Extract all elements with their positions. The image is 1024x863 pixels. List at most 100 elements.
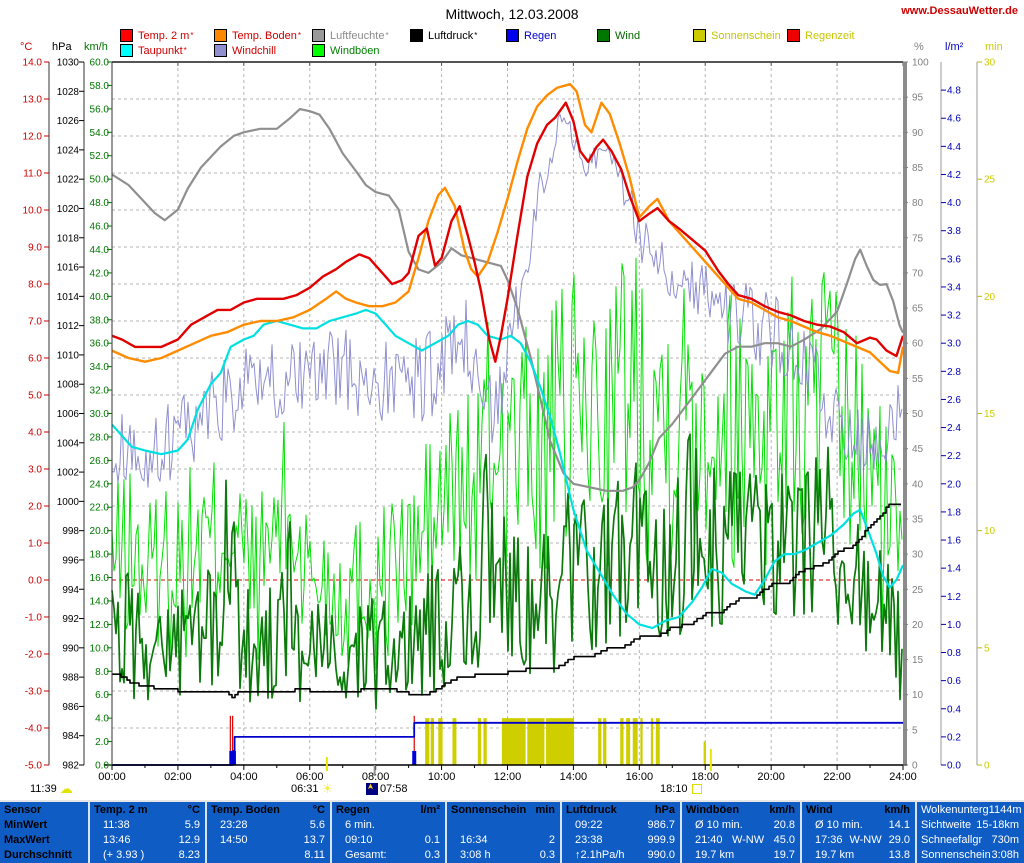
x-tick-label: 14:00 bbox=[560, 771, 588, 783]
cell-left-value: 3:08 h bbox=[460, 849, 491, 862]
cell-left-value: 16:34 bbox=[460, 834, 488, 847]
tempC-tick-label: 10.0 bbox=[23, 206, 43, 217]
sunshine-bar bbox=[546, 718, 575, 765]
pct-tick-label: 25 bbox=[912, 585, 924, 596]
plot-time-label: 11:39 bbox=[30, 783, 57, 795]
pct-tick-label: 40 bbox=[912, 479, 924, 490]
x-tick-label: 12:00 bbox=[494, 771, 522, 783]
tempC-tick-label: 3.0 bbox=[28, 465, 42, 476]
table-cell: 23:38 999.9 bbox=[562, 833, 680, 848]
legend-swatch-icon bbox=[312, 29, 325, 42]
column-header: Sonnenschein min bbox=[447, 802, 560, 817]
pct-tick-label: 5 bbox=[912, 725, 918, 736]
tempC-tick-label: 5.0 bbox=[28, 391, 42, 402]
pct-tick-label: 70 bbox=[912, 268, 924, 279]
tempC-tick-label: 0.0 bbox=[28, 576, 42, 587]
sensor-column-temp-boden: Temp. Boden °C 23:28 5.6 14:50 13.7 8.11 bbox=[205, 802, 330, 863]
legend-swatch-icon bbox=[120, 44, 133, 57]
x-tick-label: 22:00 bbox=[823, 771, 851, 783]
kmh-tick-label: 26.0 bbox=[90, 456, 110, 467]
table-cell: 23:28 5.6 bbox=[207, 817, 330, 832]
tempC-tick-label: -3.0 bbox=[25, 687, 43, 698]
pct-tick-label: 75 bbox=[912, 233, 924, 244]
row-label-text: Durchschnitt bbox=[4, 849, 72, 862]
series-windchill bbox=[111, 113, 903, 488]
cell-left-value: Ø 10 min. bbox=[815, 818, 863, 831]
cell-left-value: 21:40 bbox=[695, 834, 723, 847]
row-label: Durchschnitt bbox=[0, 848, 88, 863]
series-luftdruck bbox=[112, 503, 901, 699]
legend-item-sonnenschein: Sonnenschein bbox=[693, 29, 781, 42]
lm2-tick-label: 3.8 bbox=[947, 226, 961, 237]
table-cell: 11:38 5.9 bbox=[90, 817, 205, 832]
sensor-unit: km/h bbox=[769, 803, 795, 816]
sensor-name: Temp. 2 m bbox=[94, 803, 148, 816]
cell-right-value: 0.1 bbox=[424, 834, 440, 847]
cell-right-value: 13.7 bbox=[303, 834, 325, 847]
sensor-unit: hPa bbox=[654, 803, 675, 816]
x-tick-label: 16:00 bbox=[626, 771, 654, 783]
tempC-tick-label: -2.0 bbox=[25, 650, 43, 661]
cell-right-value: 13.8 bbox=[888, 849, 910, 862]
cell-right-value: 19.7 bbox=[773, 849, 795, 862]
hPa-tick-label: 986 bbox=[62, 702, 79, 713]
info-value: 15-18km bbox=[976, 818, 1019, 831]
sensor-unit: min bbox=[535, 803, 555, 816]
sunshine-bar bbox=[430, 718, 435, 765]
stats-table: Sensor MinWert MaxWert Durchschnitt Temp. 2 … bbox=[0, 800, 1024, 863]
legend-item-luftdruck: Luftdruck * bbox=[410, 29, 477, 42]
row-label: MaxWert bbox=[0, 833, 88, 848]
moon-icon bbox=[366, 783, 378, 795]
pct-tick-label: 80 bbox=[912, 198, 924, 209]
cell-right-value: 990.0 bbox=[647, 849, 675, 862]
cell-left-value: 23:28 bbox=[220, 818, 248, 831]
cell-right-value: 2 bbox=[548, 834, 555, 847]
lm2-tick-label: 1.6 bbox=[947, 536, 961, 547]
sunshine-bar bbox=[425, 718, 430, 765]
lm2-tick-label: 4.4 bbox=[947, 142, 961, 153]
row-label-column: Sensor MinWert MaxWert Durchschnitt bbox=[0, 802, 88, 863]
x-tick-label: 08:00 bbox=[362, 771, 390, 783]
lm2-tick-label: 4.6 bbox=[947, 114, 961, 125]
x-tick-label: 06:00 bbox=[296, 771, 324, 783]
legend-label: Sonnenschein bbox=[711, 29, 781, 42]
sunshine-bar bbox=[527, 718, 545, 765]
pct-tick-label: 65 bbox=[912, 304, 924, 315]
pct-tick-label: 50 bbox=[912, 409, 924, 420]
cell-left-value: 09:22 bbox=[575, 818, 603, 831]
lm2-tick-label: 3.0 bbox=[947, 339, 961, 350]
legend-item-temp-boden: Temp. Boden * bbox=[214, 29, 301, 42]
kmh-tick-label: 60.0 bbox=[90, 58, 110, 69]
sensor-name: Regen bbox=[336, 803, 370, 816]
cell-left-value: 6 min. bbox=[345, 818, 375, 831]
hPa-tick-label: 996 bbox=[62, 555, 79, 566]
pct-tick-label: 20 bbox=[912, 620, 924, 631]
cell-right-value: 20.8 bbox=[773, 818, 795, 831]
kmh-tick-label: 52.0 bbox=[90, 151, 110, 162]
min-tick-label: 25 bbox=[984, 175, 996, 186]
table-cell: 09:10 0.1 bbox=[332, 833, 445, 848]
site-link[interactable]: www.DessauWetter.de bbox=[901, 5, 1018, 17]
hPa-tick-label: 1006 bbox=[57, 409, 80, 420]
kmh-tick-label: 34.0 bbox=[90, 362, 110, 373]
info-label: Schneefallgr bbox=[921, 834, 983, 847]
legend-label: Wind bbox=[615, 29, 641, 42]
legend-swatch-icon bbox=[693, 29, 706, 42]
cell-left-value: 17:36 bbox=[815, 834, 843, 847]
sensor-name: Wind bbox=[806, 803, 833, 816]
info-label: Wolkenunterg bbox=[921, 803, 989, 816]
kmh-tick-label: 44.0 bbox=[90, 245, 110, 256]
row-label: MinWert bbox=[0, 817, 88, 832]
pct-tick-label: 60 bbox=[912, 339, 924, 350]
sunshine-bar bbox=[501, 718, 526, 765]
legend-swatch-icon bbox=[214, 44, 227, 57]
hPa-tick-label: 1020 bbox=[57, 204, 80, 215]
row-label: Sensor bbox=[0, 802, 88, 817]
kmh-tick-label: 2.0 bbox=[95, 737, 109, 748]
legend-item-regenzeit: Regenzeit bbox=[787, 29, 855, 42]
tempC-tick-label: 1.0 bbox=[28, 539, 42, 550]
tempC-tick-label: 6.0 bbox=[28, 354, 42, 365]
cell-mid-value: W-NW bbox=[849, 834, 882, 847]
sensor-column-luftdruck: Luftdruck hPa 09:22 986.7 23:38 999.9 ↑2.1hPa/… bbox=[560, 802, 680, 863]
tempC-tick-label: 7.0 bbox=[28, 317, 42, 328]
